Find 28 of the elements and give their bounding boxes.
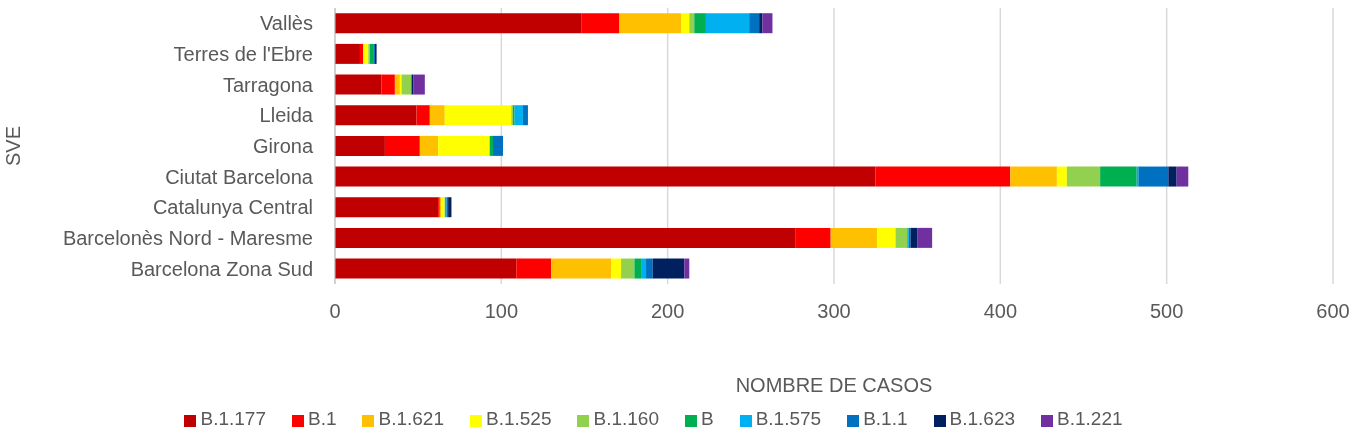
x-tick-label: 100 [484, 300, 519, 323]
y-tick-label: Girona [252, 135, 314, 158]
legend-label: B.1 [307, 408, 337, 429]
x-axis-title: NOMBRE DE CASOS [735, 374, 933, 396]
x-tick-label: 0 [329, 300, 341, 323]
x-tick-label: 500 [1149, 300, 1184, 323]
y-tick-label: Terres de l'Ebre [173, 43, 313, 66]
legend-label: B [700, 408, 714, 429]
legend-label: B.1.177 [200, 408, 266, 429]
legend-label: B.1.525 [485, 408, 552, 429]
x-tick-label: 400 [983, 300, 1018, 323]
x-tick-label: 300 [817, 300, 851, 323]
legend-label: B.1.621 [378, 408, 444, 429]
legend-label: B.1.160 [593, 408, 659, 429]
y-tick-label: Vallès [260, 12, 313, 35]
y-tick-label: Barcelona Zona Sud [130, 257, 313, 280]
y-tick-label: Tarragona [222, 73, 314, 96]
y-tick-label: Barcelonès Nord - Maresme [62, 227, 313, 250]
legend-label: B.1.1 [863, 408, 908, 429]
legend-label: B.1.221 [1057, 408, 1123, 429]
legend-label: B.1.575 [755, 408, 822, 429]
x-tick-label: 200 [650, 300, 685, 323]
y-tick-label: Lleida [259, 104, 314, 127]
y-tick-label: Ciutat Barcelona [165, 165, 314, 188]
legend-label: B.1.623 [949, 408, 1016, 429]
y-axis-title: SVE [2, 125, 24, 167]
x-tick-label: 600 [1316, 300, 1350, 323]
y-tick-label: Catalunya Central [152, 196, 313, 219]
